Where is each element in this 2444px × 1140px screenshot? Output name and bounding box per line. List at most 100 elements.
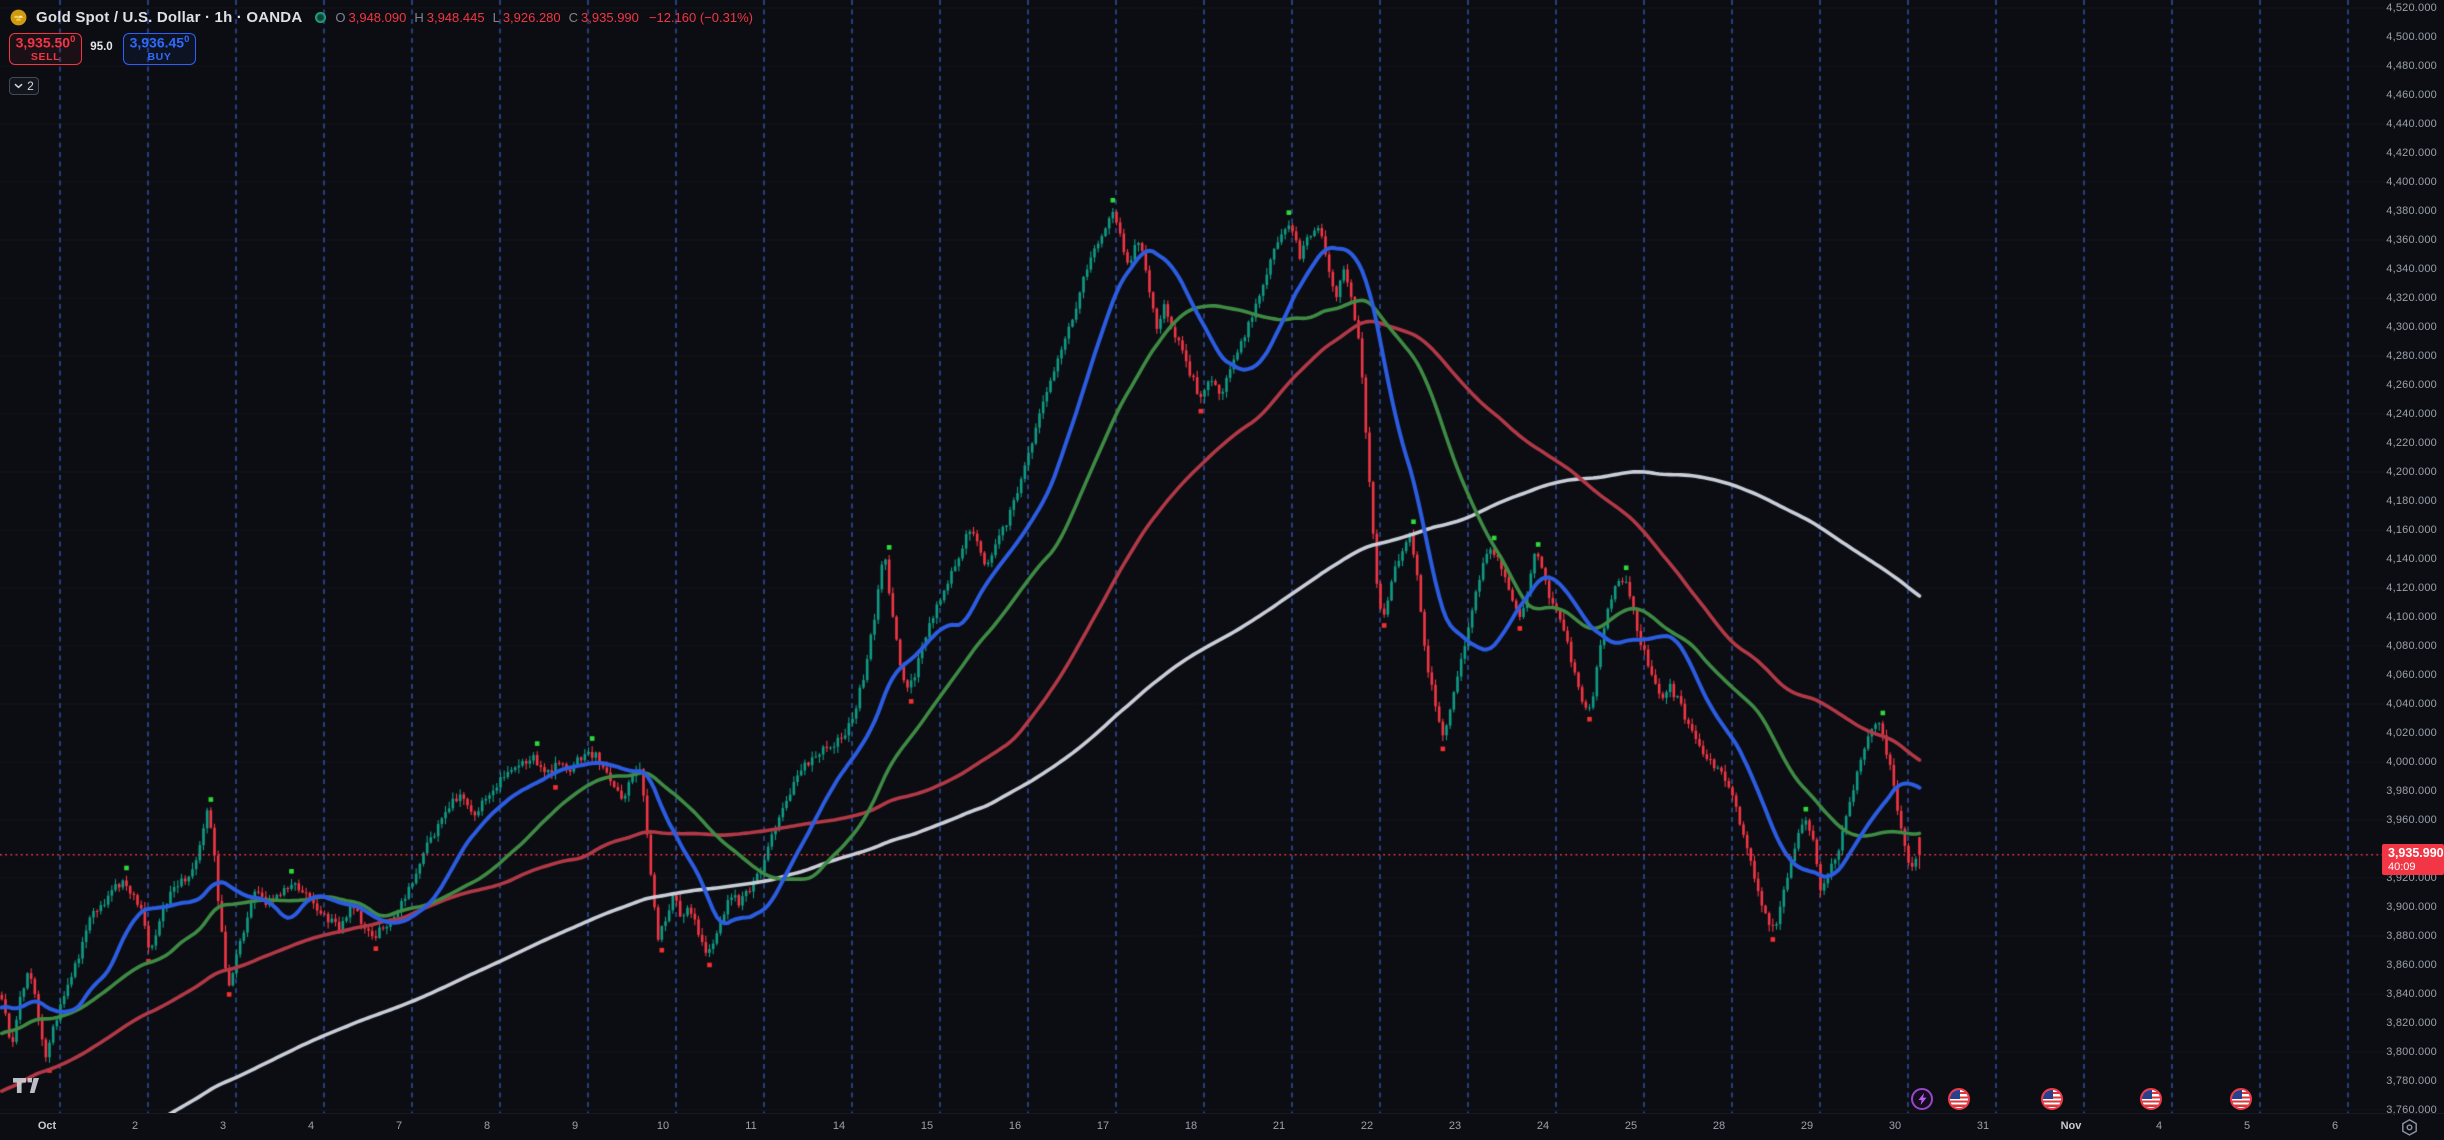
us-flag-event-icon[interactable] xyxy=(2230,1088,2252,1110)
time-tick-label: 7 xyxy=(395,1120,403,1132)
time-tick-label: 3 xyxy=(219,1120,227,1132)
low-label: L xyxy=(492,10,500,25)
indicators-count: 2 xyxy=(27,79,34,93)
buy-price-pip: 0 xyxy=(184,34,190,46)
price-tick-label: 4,000.000 xyxy=(2386,755,2437,768)
price-tick-label: 4,380.000 xyxy=(2386,204,2437,217)
us-flag-event-icon[interactable] xyxy=(2140,1088,2162,1110)
time-tick-label: 15 xyxy=(920,1120,934,1132)
time-tick-label: 21 xyxy=(1272,1120,1286,1132)
price-tick-label: 4,060.000 xyxy=(2386,668,2437,681)
sell-price: 3,935.50 xyxy=(15,34,71,51)
price-tick-label: 4,300.000 xyxy=(2386,320,2437,333)
spread-value: 95.0 xyxy=(90,41,113,53)
price-tick-label: 4,440.000 xyxy=(2386,117,2437,130)
buy-price: 3,936.45 xyxy=(129,34,185,51)
time-tick-label: 17 xyxy=(1096,1120,1110,1132)
time-tick-label: 22 xyxy=(1360,1120,1374,1132)
price-tick-label: 4,040.000 xyxy=(2386,697,2437,710)
time-tick-label: 18 xyxy=(1184,1120,1198,1132)
change-value: −12.160 (−0.31%) xyxy=(648,10,753,25)
price-tick-label: 4,480.000 xyxy=(2386,59,2437,72)
price-tick-label: 4,420.000 xyxy=(2386,146,2437,159)
time-tick-label: Oct xyxy=(37,1120,57,1132)
time-tick-label: 4 xyxy=(307,1120,315,1132)
price-tick-label: 3,900.000 xyxy=(2386,900,2437,913)
indicators-count-chip[interactable]: 2 xyxy=(9,77,39,95)
price-tick-label: 4,340.000 xyxy=(2386,262,2437,275)
price-tick-label: 4,280.000 xyxy=(2386,349,2437,362)
time-tick-label: 28 xyxy=(1712,1120,1726,1132)
market-open-dot-icon[interactable] xyxy=(315,12,327,23)
time-tick-label: 23 xyxy=(1448,1120,1462,1132)
price-tick-label: 4,120.000 xyxy=(2386,581,2437,594)
sell-label: SELL xyxy=(30,50,61,63)
price-chart-canvas[interactable] xyxy=(0,0,2385,1113)
chart-legend: Gold Spot / U.S. Dollar · 1h · OANDA O 3… xyxy=(10,9,753,26)
high-label: H xyxy=(414,10,424,25)
open-label: O xyxy=(335,10,346,25)
time-tick-label: Nov xyxy=(2060,1120,2082,1132)
sell-price-pip: 0 xyxy=(70,34,76,46)
price-tick-label: 3,860.000 xyxy=(2386,958,2437,971)
price-tick-label: 3,840.000 xyxy=(2386,987,2437,1000)
price-tick-label: 4,220.000 xyxy=(2386,436,2437,449)
time-tick-label: 16 xyxy=(1008,1120,1022,1132)
gold-coin-icon xyxy=(10,9,27,26)
price-tick-label: 4,320.000 xyxy=(2386,291,2437,304)
time-tick-label: 10 xyxy=(656,1120,670,1132)
time-tick-label: 11 xyxy=(745,1120,757,1132)
time-tick-label: 9 xyxy=(571,1120,579,1132)
buy-label: BUY xyxy=(147,50,172,63)
price-tick-label: 4,140.000 xyxy=(2386,552,2437,565)
time-tick-label: 29 xyxy=(1800,1120,1814,1132)
price-tick-label: 4,520.000 xyxy=(2386,1,2437,14)
low-value: 3,926.280 xyxy=(502,10,561,25)
price-tick-label: 4,200.000 xyxy=(2386,465,2437,478)
symbol-title[interactable]: Gold Spot / U.S. Dollar · 1h · OANDA xyxy=(36,9,303,26)
bar-countdown: 40:09 xyxy=(2388,861,2416,873)
price-tick-label: 3,760.000 xyxy=(2386,1103,2437,1116)
sell-button[interactable]: 3,935.500 SELL xyxy=(9,33,82,65)
price-tick-label: 4,260.000 xyxy=(2386,378,2437,391)
price-tick-label: 4,180.000 xyxy=(2386,494,2437,507)
lightning-event-icon[interactable] xyxy=(1911,1088,1933,1110)
time-tick-label: 24 xyxy=(1536,1120,1550,1132)
time-scale[interactable]: Oct 2 3 4 7 8 9 10 11 14 15 16 17 18 21 22 23 24 25 28 29 30 3… xyxy=(0,1113,2444,1140)
price-tick-label: 4,020.000 xyxy=(2386,726,2437,739)
time-tick-label: 5 xyxy=(2243,1120,2251,1132)
close-label: C xyxy=(568,10,579,25)
time-tick-label: 2 xyxy=(131,1120,139,1132)
close-value: 3,935.990 xyxy=(581,10,639,25)
time-tick-label: 8 xyxy=(483,1120,491,1132)
time-tick-label: 30 xyxy=(1888,1120,1902,1132)
us-flag-event-icon[interactable] xyxy=(1948,1088,1970,1110)
chevron-down-icon xyxy=(14,83,23,89)
time-tick-label: 14 xyxy=(832,1120,846,1132)
price-tick-label: 4,240.000 xyxy=(2386,407,2437,420)
last-price-label: 3,935.990 40:09 xyxy=(2382,844,2444,875)
price-scale[interactable]: 4,520.000 4,500.000 4,480.000 4,460.000 4,44… xyxy=(2385,0,2444,1116)
tradingview-logo xyxy=(13,1078,39,1093)
price-tick-label: 4,100.000 xyxy=(2386,610,2437,623)
price-tick-label: 3,960.000 xyxy=(2386,813,2437,826)
us-flag-event-icon[interactable] xyxy=(2041,1088,2063,1110)
price-tick-label: 4,160.000 xyxy=(2386,523,2437,536)
price-tick-label: 4,500.000 xyxy=(2386,30,2437,43)
hexagon-settings-icon[interactable] xyxy=(2400,1118,2419,1137)
open-value: 3,948.090 xyxy=(348,10,407,25)
price-tick-label: 4,460.000 xyxy=(2386,88,2437,101)
buy-button[interactable]: 3,936.450 BUY xyxy=(123,33,196,65)
price-tick-label: 3,880.000 xyxy=(2386,929,2437,942)
time-tick-label: 25 xyxy=(1624,1120,1638,1132)
price-tick-label: 3,780.000 xyxy=(2386,1074,2437,1087)
price-tick-label: 3,800.000 xyxy=(2386,1045,2437,1058)
time-tick-label: 6 xyxy=(2331,1120,2339,1132)
price-tick-label: 4,360.000 xyxy=(2386,233,2437,246)
price-tick-label: 4,400.000 xyxy=(2386,175,2437,188)
last-price-value: 3,935.990 xyxy=(2388,846,2444,860)
time-tick-label: 31 xyxy=(1976,1120,1990,1132)
price-tick-label: 3,980.000 xyxy=(2386,784,2437,797)
time-tick-label: 4 xyxy=(2155,1120,2163,1132)
